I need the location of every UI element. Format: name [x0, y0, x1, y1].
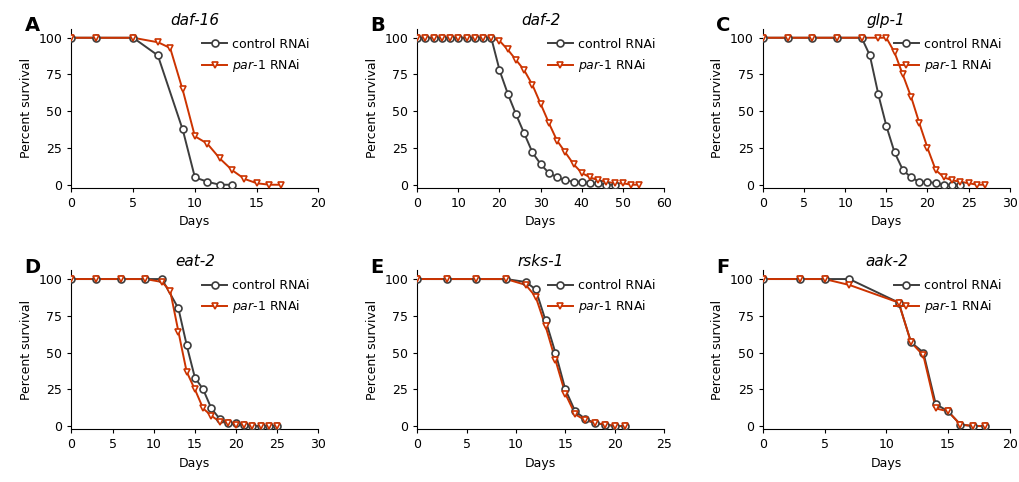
Title: daf-2: daf-2	[521, 13, 559, 28]
Legend: control RNAi, $\it{par}$-$\it{1}$ RNAi: control RNAi, $\it{par}$-$\it{1}$ RNAi	[891, 35, 1003, 77]
Title: daf-16: daf-16	[170, 13, 219, 28]
Legend: control RNAi, $\it{par}$-$\it{1}$ RNAi: control RNAi, $\it{par}$-$\it{1}$ RNAi	[891, 277, 1003, 318]
X-axis label: Days: Days	[179, 456, 210, 469]
X-axis label: Days: Days	[870, 215, 901, 228]
X-axis label: Days: Days	[525, 456, 555, 469]
Y-axis label: Percent survival: Percent survival	[710, 299, 723, 400]
Text: D: D	[24, 257, 41, 277]
Legend: control RNAi, $\it{par}$-$\it{1}$ RNAi: control RNAi, $\it{par}$-$\it{1}$ RNAi	[200, 277, 312, 318]
Text: E: E	[370, 257, 383, 277]
X-axis label: Days: Days	[179, 215, 210, 228]
Legend: control RNAi, $\it{par}$-$\it{1}$ RNAi: control RNAi, $\it{par}$-$\it{1}$ RNAi	[545, 277, 657, 318]
Y-axis label: Percent survival: Percent survival	[710, 58, 723, 159]
Title: aak-2: aak-2	[864, 254, 907, 269]
Text: C: C	[715, 16, 730, 35]
Text: B: B	[370, 16, 384, 35]
Y-axis label: Percent survival: Percent survival	[20, 299, 33, 400]
Y-axis label: Percent survival: Percent survival	[365, 58, 378, 159]
Text: A: A	[24, 16, 40, 35]
Title: eat-2: eat-2	[174, 254, 215, 269]
Title: glp-1: glp-1	[866, 13, 905, 28]
Legend: control RNAi, $\it{par}$-$\it{1}$ RNAi: control RNAi, $\it{par}$-$\it{1}$ RNAi	[200, 35, 312, 77]
Title: rsks-1: rsks-1	[517, 254, 564, 269]
Y-axis label: Percent survival: Percent survival	[20, 58, 33, 159]
Y-axis label: Percent survival: Percent survival	[365, 299, 378, 400]
Legend: control RNAi, $\it{par}$-$\it{1}$ RNAi: control RNAi, $\it{par}$-$\it{1}$ RNAi	[545, 35, 657, 77]
X-axis label: Days: Days	[525, 215, 555, 228]
X-axis label: Days: Days	[870, 456, 901, 469]
Text: F: F	[715, 257, 729, 277]
